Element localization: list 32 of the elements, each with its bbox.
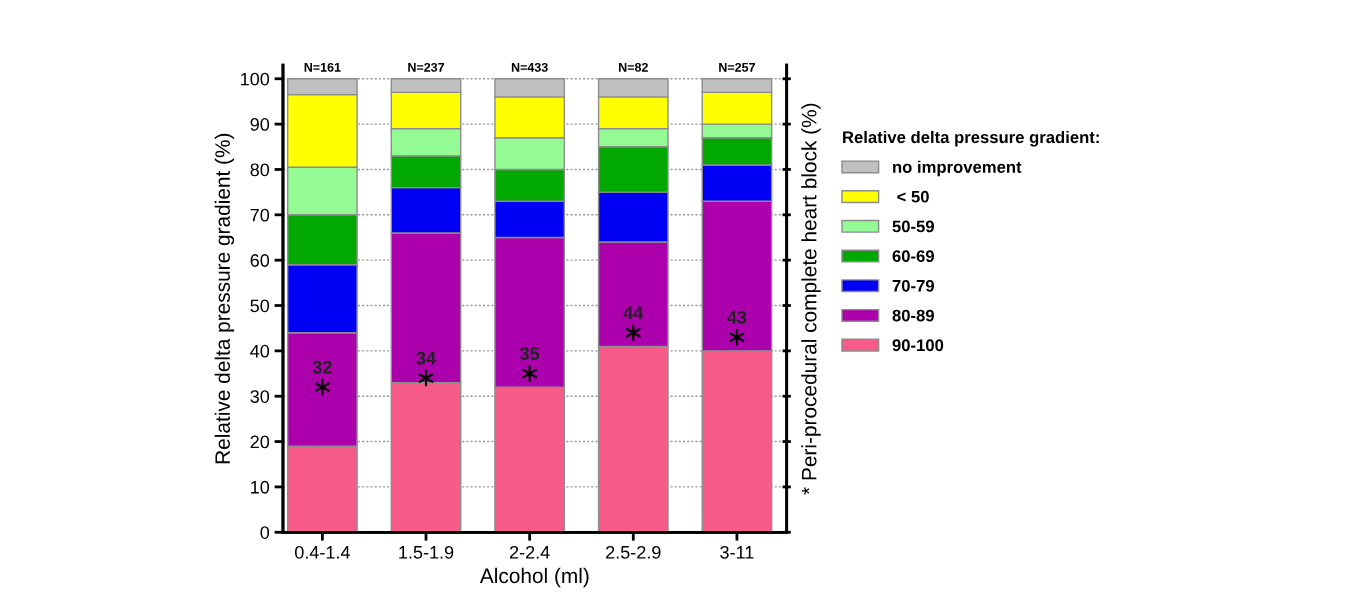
y-tick-label: 30 — [250, 390, 270, 403]
legend-label: 60-69 — [892, 250, 934, 263]
legend-label: < 50 — [897, 190, 929, 203]
y-tick-label: 40 — [250, 344, 270, 358]
annotation: N=257 — [719, 62, 755, 72]
y-tick-label: 60 — [250, 254, 270, 267]
y-tick-label: 0 — [260, 526, 270, 539]
x-tick-label: 2.5-2.9 — [606, 545, 661, 559]
legend-label: 70-79 — [892, 279, 934, 292]
x-axis-title: Alcohol (ml) — [479, 567, 589, 588]
x-tick-label: 1.5-1.9 — [399, 545, 454, 559]
legend-label: 80-89 — [892, 309, 934, 322]
annotation: N=161 — [304, 62, 341, 72]
x-tick-label: 2-2.4 — [509, 545, 550, 559]
y-tick-label: 80 — [250, 163, 270, 177]
legend-title: Relative delta pressure gradient: — [843, 130, 1099, 147]
y-axis-title: Relative delta pressure gradient (%) — [214, 133, 235, 464]
legend-label: no improvement — [893, 160, 1022, 177]
x-tick-label: 3-11 — [720, 545, 754, 559]
legend-label: 90-100 — [892, 339, 944, 352]
annotation: N=237 — [408, 62, 445, 72]
y-tick-label: 20 — [250, 435, 270, 449]
y-tick-label: 70 — [250, 208, 270, 222]
y-tick-label: 90 — [250, 118, 270, 131]
annotation: N=433 — [511, 62, 548, 72]
y-tick-label: 10 — [251, 480, 270, 494]
x-tick-label: 0.4-1.4 — [294, 545, 350, 559]
y-tick-label: 100 — [241, 72, 270, 86]
y2-axis-title: * Peri-procedural complete heart block (%) — [801, 103, 821, 495]
annotation: N=82 — [619, 62, 648, 72]
legend-label: 50-59 — [892, 220, 934, 233]
y-tick-label: 50 — [250, 299, 270, 313]
